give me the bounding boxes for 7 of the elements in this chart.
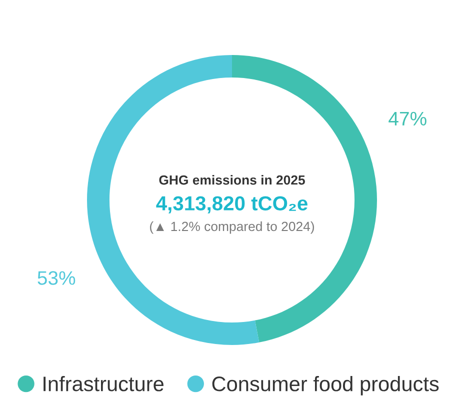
data-label: 53% xyxy=(38,271,76,285)
legend-label: Consumer food products xyxy=(212,376,439,396)
text: 4,313,820 tCO₂e xyxy=(156,196,308,214)
legend-label: Infrastructure xyxy=(44,376,164,392)
text: (▲ 1.2% compared to 2024) xyxy=(150,221,314,234)
text: GHG emissions in 2025 xyxy=(159,175,305,185)
data-label: 47% xyxy=(388,112,426,126)
